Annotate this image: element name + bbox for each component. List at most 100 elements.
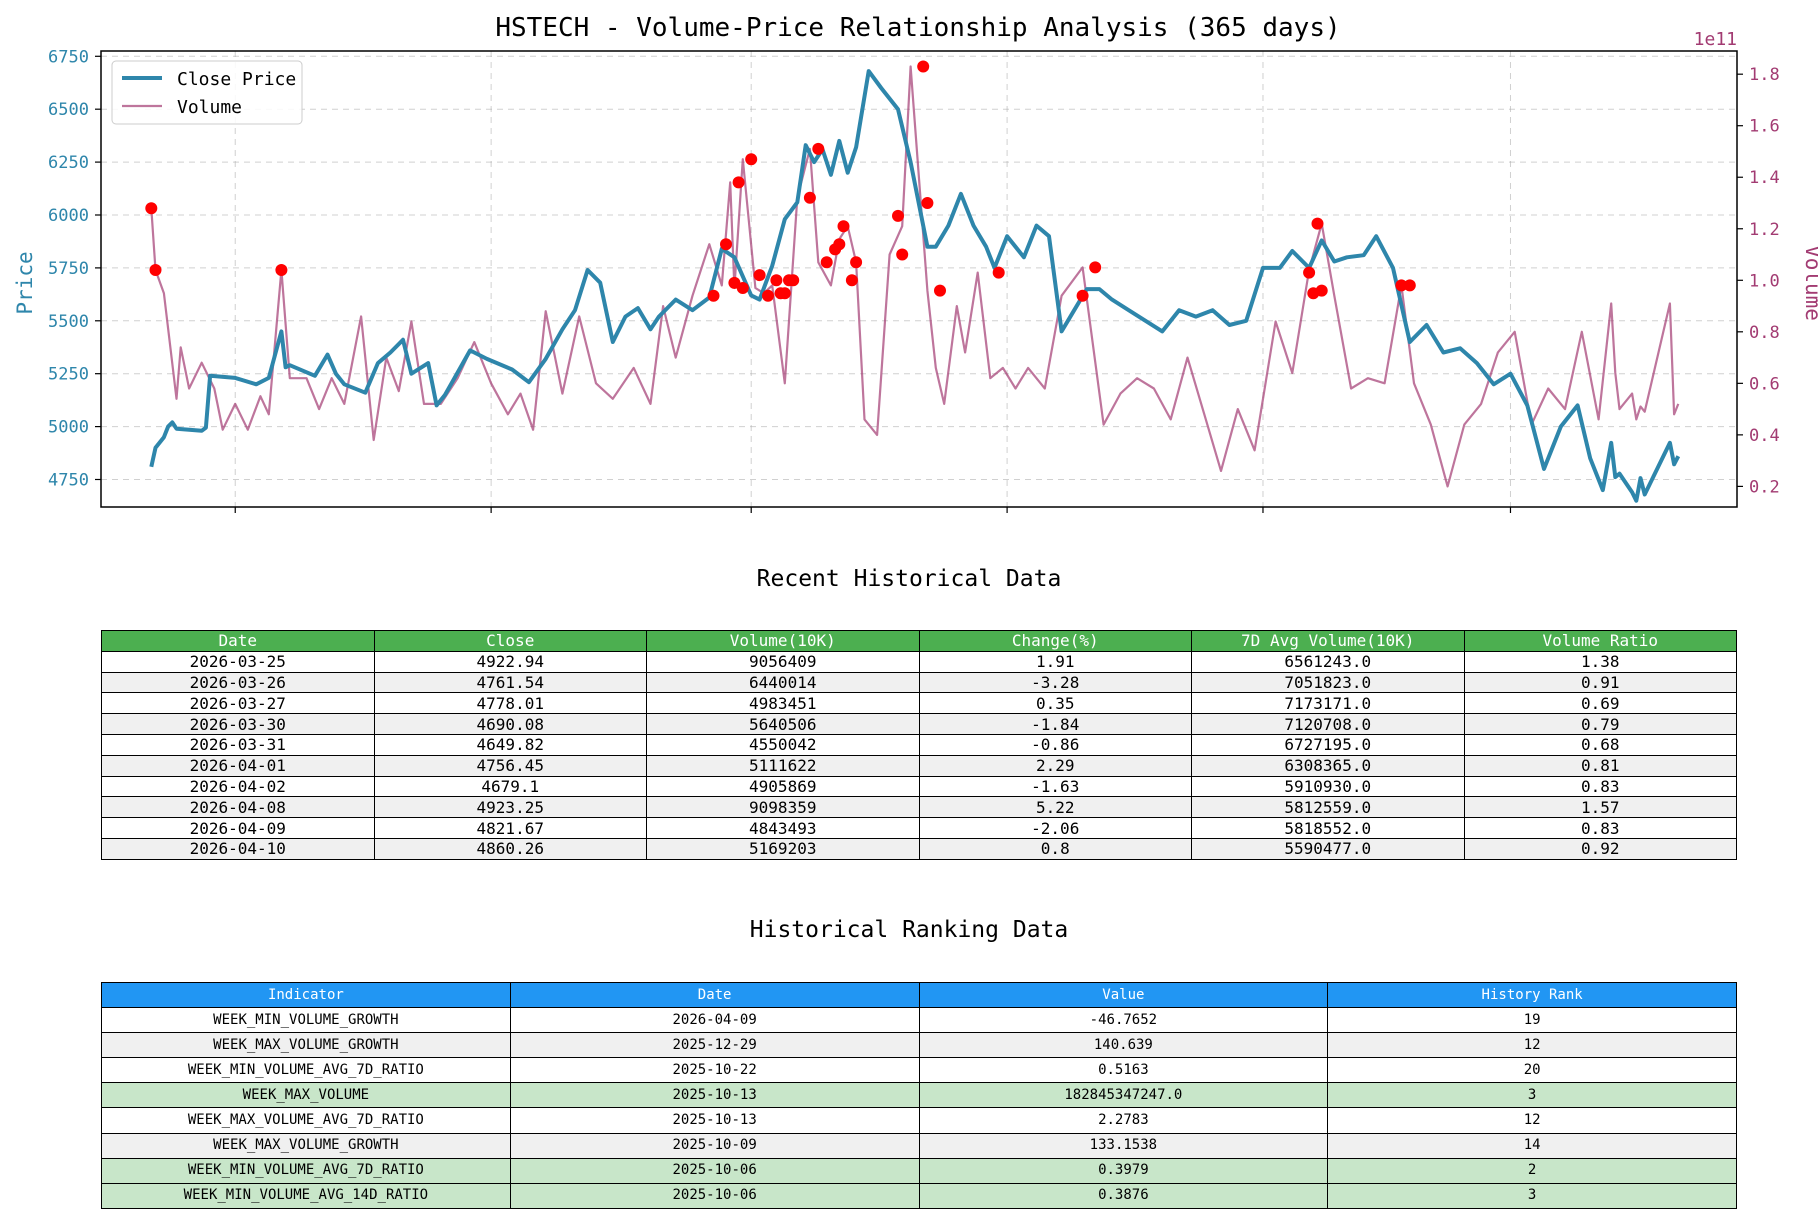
y2-tick-label: 1.8 [1749, 65, 1780, 85]
table-cell: 0.92 [1463, 837, 1737, 860]
table-cell: 4649.82 [373, 733, 647, 756]
y-tick-label: 6750 [48, 47, 89, 67]
volume-marker [820, 256, 833, 269]
volume-marker [837, 220, 850, 233]
volume-marker [707, 289, 720, 302]
volume-marker [753, 269, 766, 282]
table-cell: 3 [1327, 1082, 1737, 1109]
column-header: Date [101, 630, 375, 652]
column-header: History Rank [1327, 981, 1737, 1009]
table-row: 2026-03-26 4761.54 6440014 -3.28 7051823.0 0.… [101, 671, 1737, 694]
column-header: Close [373, 630, 647, 652]
table-cell: 1.57 [1463, 796, 1737, 819]
volume-marker [145, 202, 158, 215]
table-cell: 5111622 [646, 754, 920, 777]
table-row: 2026-04-01 4756.45 5111622 2.29 6308365.0 0.8… [101, 754, 1737, 777]
y-tick-label: 6500 [48, 100, 89, 120]
table-row: WEEK_MAX_VOLUME_GROWTH 2025-12-29 140.639 1… [101, 1032, 1737, 1059]
table-cell: 4983451 [646, 692, 920, 715]
table-cell: 4821.67 [373, 817, 647, 839]
table-cell: 0.3876 [918, 1182, 1329, 1209]
volume-marker [1311, 217, 1324, 230]
column-header: 7D Avg Volume(10K) [1191, 630, 1465, 652]
table-cell: 4923.25 [373, 796, 647, 819]
historical-table-title: Recent Historical Data [756, 566, 1062, 592]
volume-marker [770, 274, 783, 287]
table-cell: WEEK_MAX_VOLUME_GROWTH [101, 1032, 511, 1059]
table-cell: 9056409 [646, 650, 920, 673]
table-row: 2026-03-31 4649.82 4550042 -0.86 6727195.0 0.… [101, 733, 1737, 756]
volume-marker [1076, 289, 1089, 302]
table-cell: 0.79 [1463, 713, 1737, 735]
table-cell: 2026-03-31 [101, 733, 375, 756]
table-cell: 0.83 [1463, 817, 1737, 839]
historical-data-table: Date Close Volume(10K) Change(%) 7D Avg Volu… [101, 630, 1737, 860]
volume-marker [1303, 266, 1316, 279]
volume-marker [812, 142, 825, 155]
table-cell: 2025-10-22 [509, 1057, 920, 1084]
table-row: WEEK_MIN_VOLUME_AVG_14D_RATIO 2025-10-06 0… [101, 1182, 1737, 1209]
table-cell: 2025-10-06 [509, 1157, 920, 1184]
volume-series-layer [150, 65, 1680, 488]
table-cell: WEEK_MIN_VOLUME_AVG_7D_RATIO [101, 1057, 511, 1084]
volume-marker [1089, 261, 1102, 274]
table-cell: 9098359 [646, 796, 920, 819]
table-cell: 4690.08 [373, 713, 647, 735]
volume-marker [803, 191, 816, 204]
table-cell: 0.5163 [918, 1057, 1329, 1084]
volume-marker [921, 197, 934, 209]
table-cell: 2026-03-27 [101, 692, 375, 715]
column-header: Change(%) [918, 630, 1192, 652]
table-cell: 6727195.0 [1191, 733, 1465, 756]
y-tick-label: 6000 [48, 206, 89, 226]
table-row: 2026-03-25 4922.94 9056409 1.91 6561243.0 1.3… [101, 650, 1737, 673]
table-cell: 5.22 [918, 796, 1192, 819]
table-cell: 4679.1 [373, 775, 647, 798]
y-tick-label: 5750 [48, 259, 89, 279]
y2-tick-label: 0.2 [1749, 477, 1780, 497]
volume-marker [896, 248, 909, 261]
table-cell: WEEK_MIN_VOLUME_AVG_14D_RATIO [101, 1182, 511, 1209]
volume-marker [1315, 284, 1328, 297]
table-cell: WEEK_MAX_VOLUME_GROWTH [101, 1132, 511, 1159]
table-cell: 14 [1327, 1132, 1737, 1159]
column-header: Volume(10K) [646, 630, 920, 652]
table-cell: 0.81 [1463, 754, 1737, 777]
volume-line [150, 65, 1680, 488]
table-row: 2026-04-08 4923.25 9098359 5.22 5812559.0 1.5… [101, 796, 1737, 819]
price-series-layer [149, 69, 1681, 503]
table-cell: -1.63 [918, 775, 1192, 798]
legend-label-price: Close Price [177, 69, 296, 90]
volume-marker [762, 289, 774, 302]
table-row: WEEK_MAX_VOLUME_GROWTH 2025-10-09 133.1538… [101, 1132, 1737, 1159]
table-cell: 2026-03-26 [101, 671, 375, 694]
table-cell: 4778.01 [373, 692, 647, 715]
volume-marker [732, 176, 745, 189]
y-tick-label: 5250 [48, 365, 89, 385]
table-cell: 2026-04-01 [101, 754, 375, 777]
table-cell: 1.91 [918, 650, 1192, 673]
table-cell: 2 [1327, 1157, 1737, 1184]
table-cell: -2.06 [918, 817, 1192, 839]
axis-layer: 2025-052025-072025-092025-112026-012026-… [48, 47, 1780, 513]
table-row: WEEK_MIN_VOLUME_GROWTH 2026-04-09 -46.7652… [101, 1007, 1737, 1034]
table-cell: 2026-04-08 [101, 796, 375, 819]
table-row: WEEK_MAX_VOLUME_AVG_7D_RATIO 2025-10-13 2.… [101, 1107, 1737, 1134]
table-cell: 2026-04-09 [101, 817, 375, 839]
table-cell: 12 [1327, 1107, 1737, 1134]
volume-marker [1395, 279, 1408, 292]
table-cell: 2026-04-02 [101, 775, 375, 798]
y2-tick-label: 1.4 [1749, 168, 1780, 188]
close-price-line [149, 69, 1681, 503]
volume-marker [720, 238, 732, 251]
y2-tick-label: 0.6 [1749, 374, 1780, 394]
table-cell: 4843493 [646, 817, 920, 839]
table-row: 2026-04-10 4860.26 5169203 0.8 5590477.0 0.92 [101, 837, 1737, 860]
volume-marker [992, 266, 1005, 279]
table-cell: 1.38 [1463, 650, 1737, 673]
volume-marker [736, 282, 749, 294]
table-row: 2026-03-30 4690.08 5640506 -1.84 7120708.0 0.… [101, 713, 1737, 735]
table-cell: 19 [1327, 1007, 1737, 1034]
table-cell: 6308365.0 [1191, 754, 1465, 777]
legend: Close Price Volume [111, 60, 303, 125]
